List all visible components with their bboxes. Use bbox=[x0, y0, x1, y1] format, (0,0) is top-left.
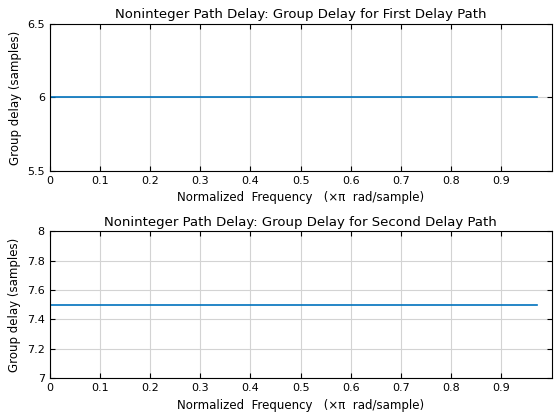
Y-axis label: Group delay (samples): Group delay (samples) bbox=[8, 30, 22, 165]
X-axis label: Normalized  Frequency   (×π  rad/sample): Normalized Frequency (×π rad/sample) bbox=[177, 192, 424, 205]
Y-axis label: Group delay (samples): Group delay (samples) bbox=[8, 238, 21, 372]
X-axis label: Normalized  Frequency   (×π  rad/sample): Normalized Frequency (×π rad/sample) bbox=[177, 399, 424, 412]
Title: Noninteger Path Delay: Group Delay for First Delay Path: Noninteger Path Delay: Group Delay for F… bbox=[115, 8, 487, 21]
Title: Noninteger Path Delay: Group Delay for Second Delay Path: Noninteger Path Delay: Group Delay for S… bbox=[104, 215, 497, 228]
